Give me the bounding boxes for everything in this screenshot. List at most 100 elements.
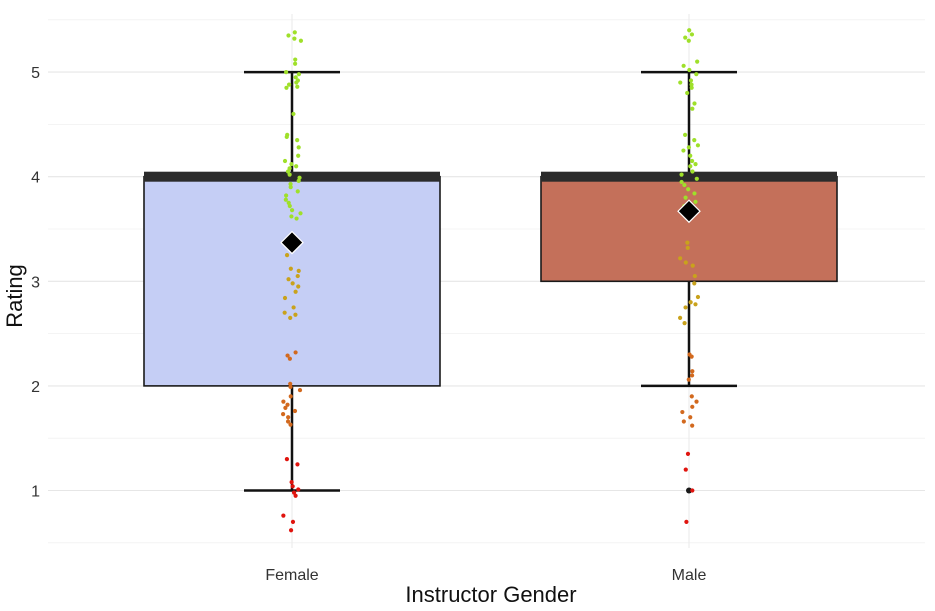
jitter-point-female bbox=[294, 80, 299, 85]
jitter-point-male bbox=[682, 321, 687, 326]
jitter-point-female bbox=[295, 462, 300, 467]
jitter-point-male bbox=[681, 148, 686, 153]
jitter-point-female bbox=[282, 295, 288, 301]
jitter-point-male bbox=[686, 38, 691, 43]
jitter-point-female bbox=[292, 30, 297, 35]
jitter-point-female bbox=[294, 216, 299, 221]
jitter-point-male bbox=[695, 59, 700, 64]
jitter-point-female bbox=[284, 70, 289, 75]
jitter-point-male bbox=[689, 82, 694, 87]
jitter-point-female bbox=[291, 111, 296, 117]
jitter-point-female bbox=[287, 203, 292, 209]
jitter-point-female bbox=[295, 137, 300, 143]
jitter-point-female bbox=[285, 402, 290, 407]
jitter-point-male bbox=[683, 467, 688, 472]
jitter-point-male bbox=[688, 415, 693, 420]
jitter-point-male bbox=[689, 394, 694, 399]
jitter-point-male bbox=[690, 404, 695, 409]
jitter-point-female bbox=[296, 487, 301, 492]
jitter-point-male bbox=[689, 373, 695, 378]
jitter-point-male bbox=[678, 315, 683, 321]
jitter-point-male bbox=[687, 28, 692, 33]
jitter-point-female bbox=[294, 164, 299, 169]
jitter-point-female bbox=[293, 57, 298, 62]
mean-marker-female bbox=[280, 230, 304, 255]
jitter-point-male bbox=[681, 419, 686, 424]
jitter-point-female bbox=[284, 134, 289, 140]
box-body-male bbox=[540, 175, 838, 283]
jitter-point-female bbox=[291, 305, 296, 310]
jitter-point-female bbox=[287, 356, 292, 361]
outlier-point-male bbox=[686, 487, 692, 494]
jitter-point-male bbox=[683, 35, 688, 40]
jitter-point-female bbox=[290, 484, 295, 489]
jitter-point-female bbox=[282, 310, 287, 315]
jitter-point-male bbox=[690, 369, 695, 374]
jitter-point-male bbox=[695, 294, 701, 300]
jitter-point-female bbox=[283, 197, 288, 202]
jitter-point-male bbox=[690, 488, 695, 493]
jitter-point-female bbox=[297, 387, 303, 393]
jitter-point-male bbox=[679, 179, 684, 185]
jitter-point-female bbox=[291, 490, 297, 495]
jitter-point-male bbox=[692, 273, 697, 279]
y-tick-label: 3 bbox=[31, 274, 40, 291]
jitter-point-male bbox=[690, 263, 695, 268]
jitter-point-male bbox=[681, 63, 686, 68]
jitter-point-female bbox=[288, 528, 294, 533]
jitter-point-male bbox=[689, 354, 694, 359]
jitter-point-female bbox=[295, 189, 300, 194]
jitter-point-female bbox=[286, 82, 292, 87]
jitter-point-female bbox=[284, 193, 289, 198]
jitter-point-male bbox=[693, 199, 698, 204]
x-axis-title: Instructor Gender bbox=[405, 582, 576, 607]
mean-marker-male bbox=[677, 199, 701, 224]
jitter-point-male bbox=[680, 409, 685, 415]
jitter-point-female bbox=[286, 277, 291, 282]
jitter-point-female bbox=[292, 36, 297, 41]
jitter-point-female bbox=[293, 289, 298, 294]
jitter-point-female bbox=[296, 284, 301, 289]
jitter-point-female bbox=[296, 145, 301, 150]
y-axis-title: Rating bbox=[2, 264, 27, 328]
jitter-point-female bbox=[296, 178, 301, 183]
jitter-point-male bbox=[688, 78, 694, 83]
jitter-point-female bbox=[295, 84, 300, 89]
x-tick-label-male: Male bbox=[672, 567, 707, 584]
median-bar-male bbox=[541, 171, 837, 182]
jitter-point-female bbox=[281, 513, 286, 518]
jitter-point-male bbox=[685, 245, 690, 250]
jitter-point-female bbox=[289, 208, 295, 213]
jitter-point-male bbox=[688, 300, 693, 305]
jitter-point-male bbox=[692, 281, 697, 286]
x-tick-label-female: Female bbox=[265, 567, 318, 584]
jitter-point-male bbox=[679, 172, 684, 177]
jitter-point-female bbox=[288, 266, 293, 271]
jitter-point-male bbox=[690, 158, 695, 164]
jitter-point-female bbox=[281, 399, 286, 404]
jitter-point-male bbox=[690, 169, 695, 174]
jitter-point-female bbox=[284, 253, 290, 258]
jitter-point-male bbox=[688, 164, 693, 169]
jitter-point-female bbox=[282, 158, 288, 164]
jitter-point-female bbox=[295, 273, 300, 279]
box-layer bbox=[143, 70, 838, 494]
jitter-point-female bbox=[289, 480, 294, 485]
jitter-point-female bbox=[288, 315, 293, 321]
jitter-point-male bbox=[683, 195, 688, 200]
jitter-point-male bbox=[694, 176, 699, 181]
jitter-point-male bbox=[682, 132, 688, 137]
jitter-point-female bbox=[288, 381, 293, 386]
jitter-point-female bbox=[293, 312, 298, 317]
jitter-point-female bbox=[288, 181, 293, 187]
jitter-point-female bbox=[296, 268, 301, 273]
jitter-point-male bbox=[693, 302, 698, 307]
y-tick-label: 1 bbox=[31, 484, 40, 501]
jitter-point-female bbox=[289, 162, 294, 167]
jitter-point-male bbox=[690, 423, 695, 428]
y-tick-label: 5 bbox=[31, 65, 40, 82]
jitter-point-male bbox=[689, 85, 694, 90]
jitter-point-female bbox=[285, 419, 291, 424]
jitter-point-male bbox=[684, 519, 689, 524]
